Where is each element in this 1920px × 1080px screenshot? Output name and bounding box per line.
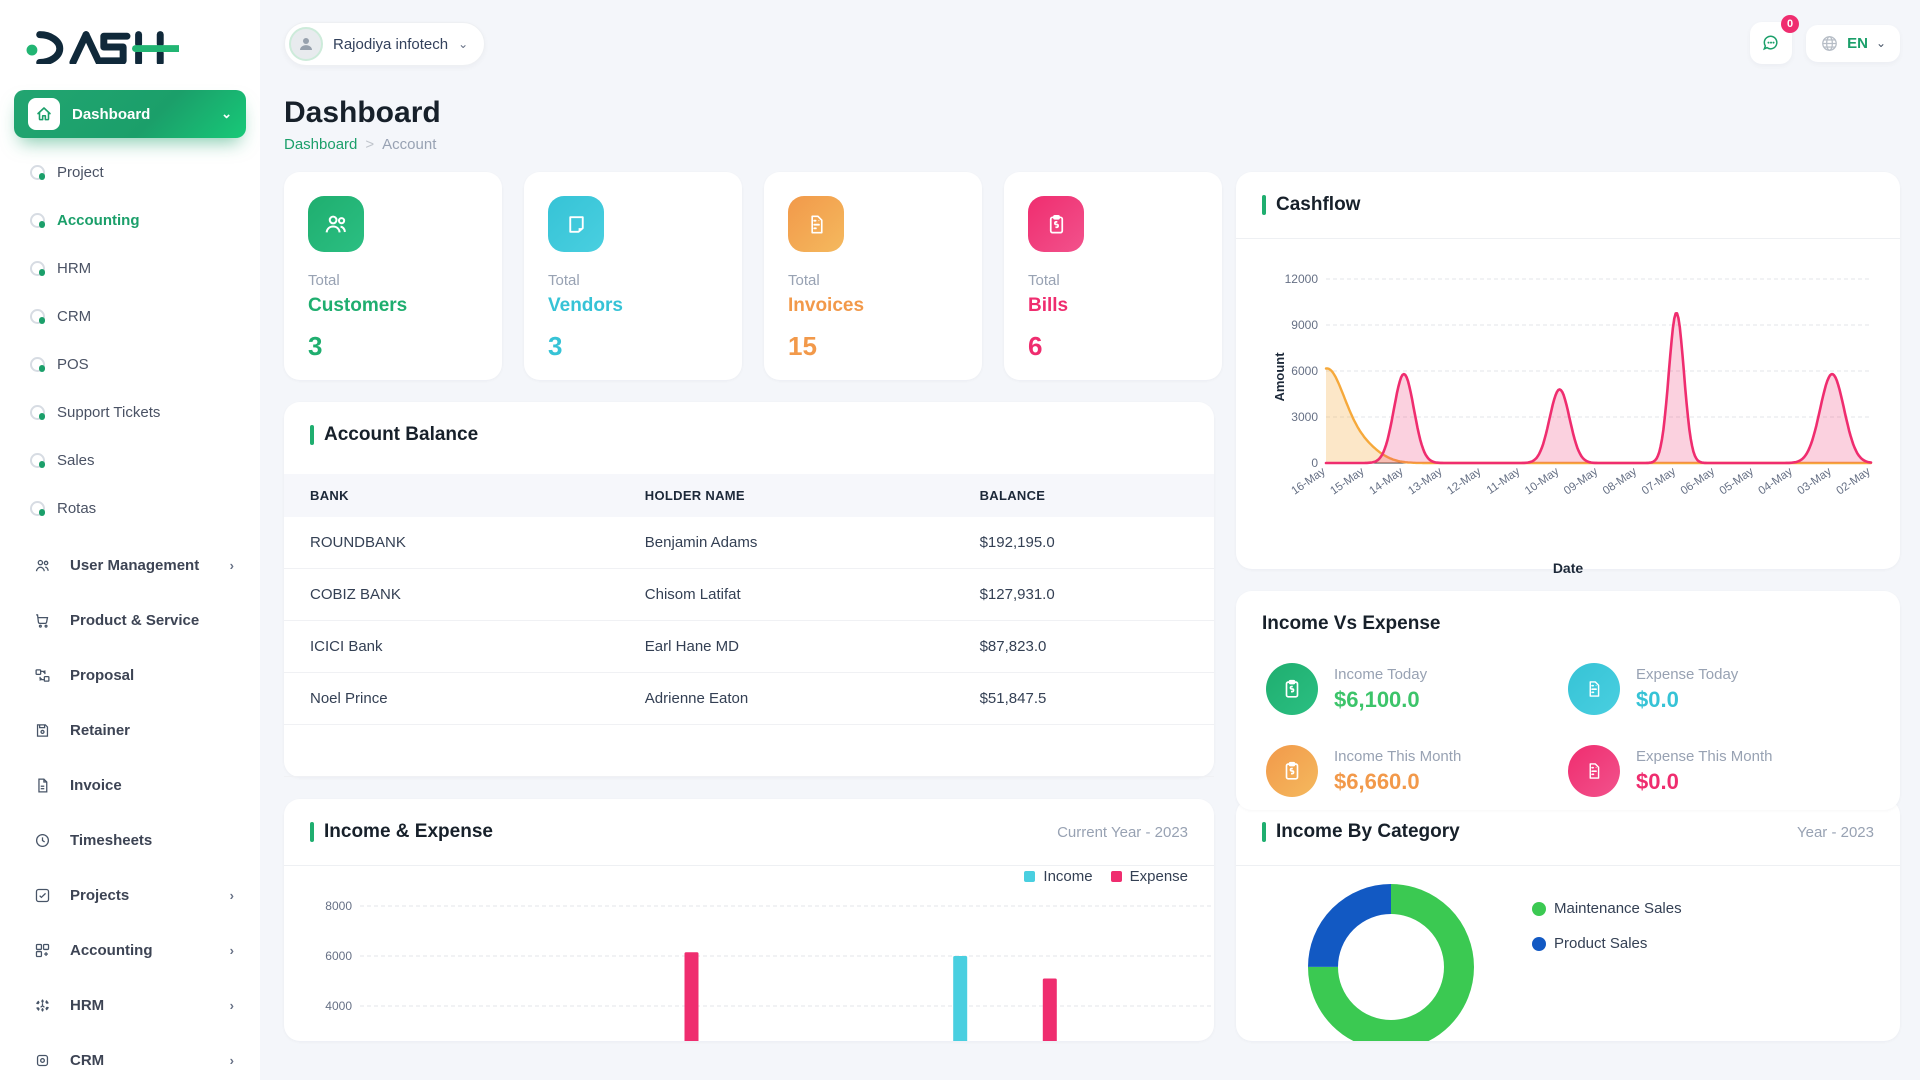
- svg-text:14-May: 14-May: [1367, 465, 1405, 497]
- svg-text:03-May: 03-May: [1796, 465, 1834, 497]
- svg-text:11-May: 11-May: [1485, 465, 1523, 496]
- svg-text:4000: 4000: [325, 999, 352, 1013]
- svg-text:05-May: 05-May: [1718, 465, 1756, 497]
- svg-text:10-May: 10-May: [1523, 465, 1561, 497]
- svg-text:07-May: 07-May: [1640, 465, 1678, 497]
- svg-text:6000: 6000: [1291, 364, 1318, 378]
- svg-text:02-May: 02-May: [1834, 465, 1872, 497]
- svg-text:15-May: 15-May: [1328, 465, 1366, 497]
- svg-text:13-May: 13-May: [1406, 465, 1444, 497]
- svg-text:12-May: 12-May: [1445, 465, 1483, 497]
- svg-text:06-May: 06-May: [1679, 465, 1717, 497]
- svg-text:9000: 9000: [1291, 318, 1318, 332]
- svg-text:Amount: Amount: [1272, 352, 1287, 402]
- svg-text:8000: 8000: [325, 899, 352, 913]
- svg-text:04-May: 04-May: [1757, 465, 1795, 497]
- svg-text:08-May: 08-May: [1601, 465, 1639, 497]
- svg-text:12000: 12000: [1285, 272, 1319, 286]
- svg-text:6000: 6000: [325, 949, 352, 963]
- svg-text:3000: 3000: [1291, 410, 1318, 424]
- svg-text:09-May: 09-May: [1562, 465, 1600, 497]
- svg-text:16-May: 16-May: [1289, 465, 1327, 497]
